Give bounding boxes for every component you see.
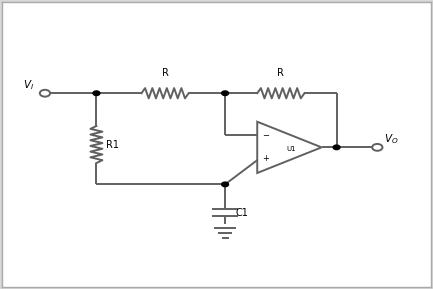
Circle shape: [93, 91, 100, 95]
Text: R: R: [162, 68, 168, 77]
Text: $V_O$: $V_O$: [384, 132, 398, 146]
Circle shape: [222, 91, 229, 95]
Text: C1: C1: [236, 208, 249, 218]
Text: $V_I$: $V_I$: [23, 78, 34, 92]
Text: +: +: [262, 154, 269, 163]
Circle shape: [333, 145, 340, 150]
Text: U1: U1: [287, 146, 296, 152]
Text: R1: R1: [106, 140, 119, 149]
Circle shape: [222, 182, 229, 187]
Text: R: R: [278, 68, 284, 77]
Text: −: −: [262, 131, 269, 140]
